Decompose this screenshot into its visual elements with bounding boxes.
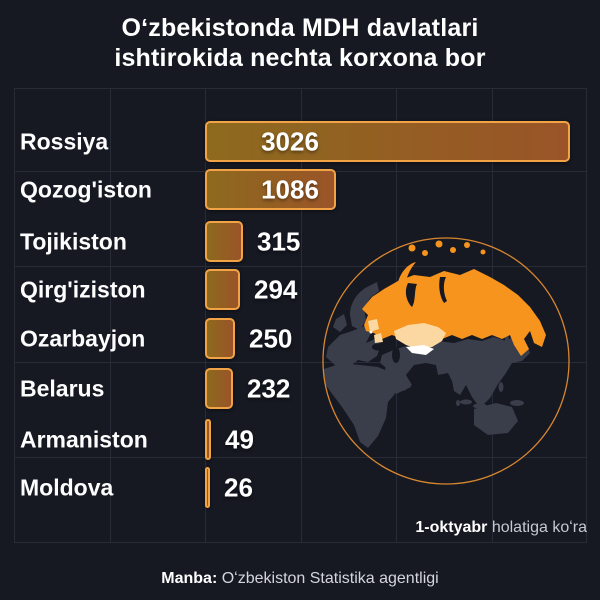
- bar-row: Ozarbayjon 250: [0, 318, 600, 359]
- chart-title: Oʻzbekistonda MDH davlatlari ishtirokida…: [0, 13, 600, 73]
- chart-title-line1: Oʻzbekistonda MDH davlatlari: [121, 14, 479, 42]
- value-label: 3026: [261, 126, 319, 156]
- globe-outline: [322, 237, 570, 485]
- date-note-bold: 1-oktyabr: [415, 519, 488, 536]
- bar: [205, 467, 210, 508]
- country-label: Qirg'iziston: [20, 276, 146, 302]
- value-label: 1086: [261, 174, 319, 204]
- value-label: 26: [224, 472, 253, 502]
- country-label: Qozog'iston: [20, 176, 152, 202]
- value-label: 232: [247, 373, 291, 403]
- date-note: 1-oktyabr holatiga koʻra: [415, 519, 587, 537]
- bar-row: Armaniston 49: [0, 419, 600, 460]
- value-label: 250: [249, 323, 293, 353]
- bar-row: Tojikiston 315: [0, 221, 600, 262]
- country-label: Belarus: [20, 375, 105, 401]
- source-label: Manba:: [161, 570, 218, 587]
- bar: [205, 169, 336, 210]
- bar: [205, 121, 570, 162]
- source-text: Oʻzbekiston Statistika agentligi: [217, 570, 439, 587]
- gridline: [15, 266, 586, 267]
- value-label: 49: [225, 424, 254, 454]
- bar: [205, 318, 235, 359]
- gridline: [15, 362, 586, 363]
- gridline: [301, 89, 302, 542]
- bar: [205, 419, 211, 460]
- country-label: Rossiya: [20, 128, 109, 154]
- bar: [205, 368, 233, 409]
- bar: [205, 269, 240, 310]
- map-kazakhstan: [368, 319, 446, 349]
- value-label: 294: [254, 274, 298, 304]
- chart-title-line2: ishtirokida nechta korxona bor: [114, 44, 486, 72]
- bar-row: Qirg'iziston 294: [0, 269, 600, 310]
- map-uzbekistan: [369, 330, 434, 355]
- bar-row: Moldova 26: [0, 467, 600, 508]
- world-map: [322, 237, 570, 485]
- gridline: [110, 89, 111, 542]
- country-label: Ozarbayjon: [20, 325, 146, 351]
- bar-row: Qozog'iston 1086: [0, 169, 600, 210]
- value-label: 315: [257, 226, 301, 256]
- date-note-regular: holatiga koʻra: [487, 519, 587, 536]
- gridline: [15, 457, 586, 458]
- map-sea-notches: [372, 277, 447, 363]
- bar-row: Belarus 232: [0, 368, 600, 409]
- country-label: Tojikiston: [20, 228, 127, 254]
- gridline: [205, 89, 206, 542]
- bar-row: Rossiya 3026: [0, 121, 600, 162]
- country-label: Moldova: [20, 474, 114, 500]
- source-note: Manba: Oʻzbekiston Statistika agentligi: [0, 570, 600, 588]
- bar: [205, 221, 243, 262]
- country-label: Armaniston: [20, 426, 148, 452]
